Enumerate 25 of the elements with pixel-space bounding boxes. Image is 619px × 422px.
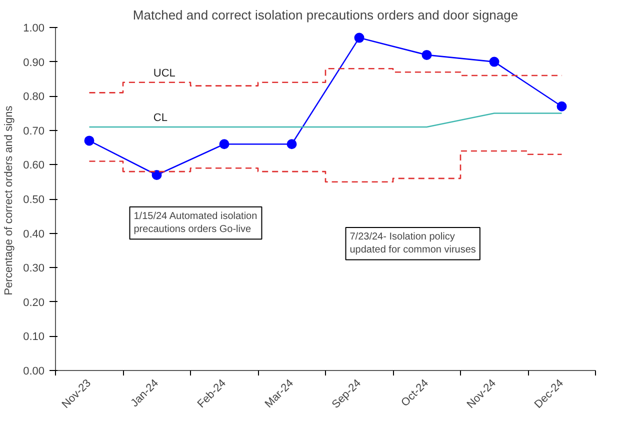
point	[422, 50, 432, 60]
point	[286, 139, 297, 150]
y-tick-label: 0.60	[23, 160, 45, 172]
y-axis-title: Percentage of correct orders and signs	[3, 105, 16, 296]
point	[219, 139, 230, 150]
y-tick-label: 0.90	[23, 56, 45, 69]
y-tick-label: 0.10	[23, 331, 45, 344]
annotation: 7/23/24- Isolation policy updated for common viruses	[350, 231, 476, 256]
y-tick-label: 0.20	[23, 296, 45, 309]
point	[556, 101, 567, 112]
series-label: UCL	[153, 67, 176, 80]
point	[152, 170, 162, 180]
y-tick-label: 0.80	[23, 91, 45, 104]
chart-title: Matched and correct isolation precautions orders and door signage	[132, 8, 518, 22]
point	[84, 136, 94, 146]
y-tick-label: 0.70	[23, 125, 45, 138]
y-tick-label: 0.40	[23, 228, 45, 240]
point	[354, 32, 364, 43]
y-tick-label: 1.00	[23, 22, 45, 34]
point	[489, 56, 500, 67]
y-tick-label: 0.30	[23, 262, 45, 275]
series-label: CL	[153, 112, 168, 124]
annotation: 1/15/24 Automated isolation precautions orders Go-live	[134, 210, 258, 236]
y-tick-label: 0.00	[23, 366, 45, 378]
y-tick-label: 0.50	[23, 194, 45, 206]
